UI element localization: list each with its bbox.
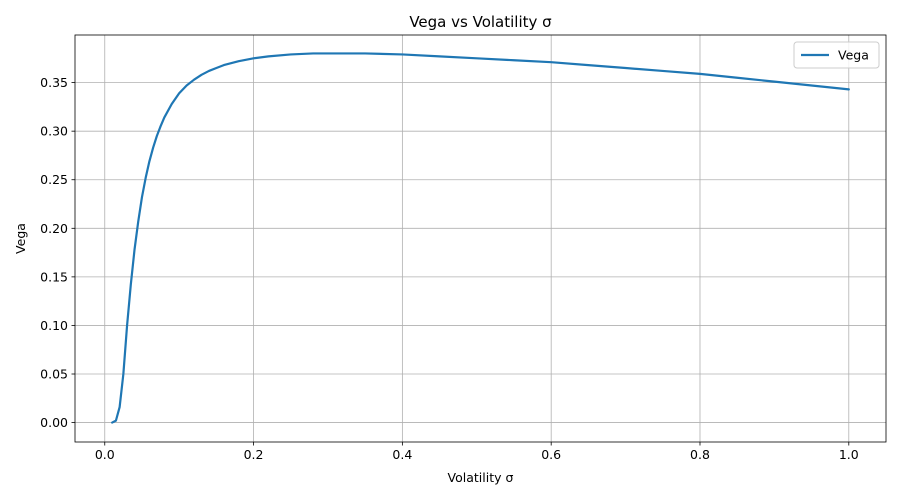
y-tick-label: 0.00 [40, 415, 68, 430]
series-line-vega [111, 52, 850, 424]
x-tick-label: 0.4 [392, 447, 412, 462]
plot-frame [74, 34, 887, 443]
legend-label-vega: Vega [838, 48, 869, 63]
x-axis-ticks: 0.0 0.2 0.4 0.6 0.8 1.0 [95, 442, 859, 462]
y-tick-label: 0.25 [40, 172, 68, 187]
y-tick-label: 0.10 [40, 318, 68, 333]
x-tick-label: 0.8 [690, 447, 710, 462]
y-tick-label: 0.15 [40, 269, 68, 284]
x-tick-label: 1.0 [839, 447, 859, 462]
x-tick-label: 0.2 [244, 447, 264, 462]
chart-title: Vega vs Volatility σ [409, 13, 552, 31]
x-tick-label: 0.0 [95, 447, 115, 462]
legend: Vega [793, 41, 880, 69]
x-axis-label: Volatility σ [448, 470, 514, 485]
y-axis-label: Vega [13, 223, 28, 254]
y-axis-ticks: 0.00 0.05 0.10 0.15 0.20 0.25 0.30 0.35 [40, 75, 75, 430]
y-tick-label: 0.30 [40, 124, 68, 139]
y-tick-label: 0.05 [40, 367, 68, 382]
y-tick-label: 0.35 [40, 75, 68, 90]
x-tick-label: 0.6 [541, 447, 561, 462]
grid-lines [75, 35, 886, 442]
y-tick-label: 0.20 [40, 221, 68, 236]
series-layer [111, 52, 850, 424]
legend-frame [793, 41, 880, 69]
